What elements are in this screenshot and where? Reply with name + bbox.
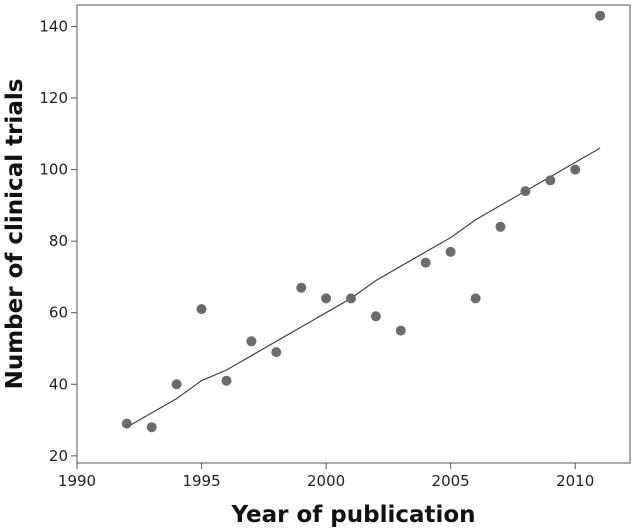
- data-point: [420, 257, 431, 268]
- data-point: [370, 311, 381, 322]
- data-point: [171, 379, 182, 390]
- y-tick-label: 100: [39, 161, 68, 179]
- y-tick-label: 40: [49, 375, 68, 393]
- x-tick-label: 2000: [307, 472, 345, 490]
- data-point: [146, 422, 157, 433]
- axis-tick-labels: 1990 1995 2000 2005 2010 20 40 60 80 100 120 140: [39, 17, 594, 490]
- data-point: [495, 221, 506, 232]
- data-point: [395, 325, 406, 336]
- y-tick-label: 140: [39, 17, 68, 35]
- data-point: [470, 293, 481, 304]
- x-tick-label: 2010: [556, 472, 594, 490]
- x-tick-label: 2005: [432, 472, 470, 490]
- data-point: [121, 418, 132, 429]
- x-tick-label: 1995: [182, 472, 220, 490]
- data-point: [321, 293, 332, 304]
- y-tick-label: 20: [49, 447, 68, 465]
- axis-ticks: [71, 25, 576, 469]
- y-tick-label: 120: [39, 89, 68, 107]
- x-tick-label: 1990: [58, 472, 96, 490]
- x-axis-label: Year of publication: [230, 502, 475, 528]
- data-point: [595, 10, 606, 21]
- data-point: [196, 304, 207, 315]
- data-point: [570, 164, 581, 175]
- data-point: [346, 293, 356, 304]
- y-tick-label: 80: [49, 232, 68, 250]
- data-point: [545, 175, 556, 186]
- data-point: [246, 336, 257, 347]
- data-point: [221, 375, 232, 386]
- y-axis-label: Number of clinical trials: [2, 79, 28, 390]
- plot-frame: [76, 4, 631, 464]
- data-points: [121, 10, 606, 433]
- data-point: [296, 282, 307, 293]
- data-point: [445, 246, 456, 257]
- y-tick-label: 60: [49, 304, 68, 322]
- data-point: [520, 186, 531, 197]
- data-point: [271, 347, 282, 358]
